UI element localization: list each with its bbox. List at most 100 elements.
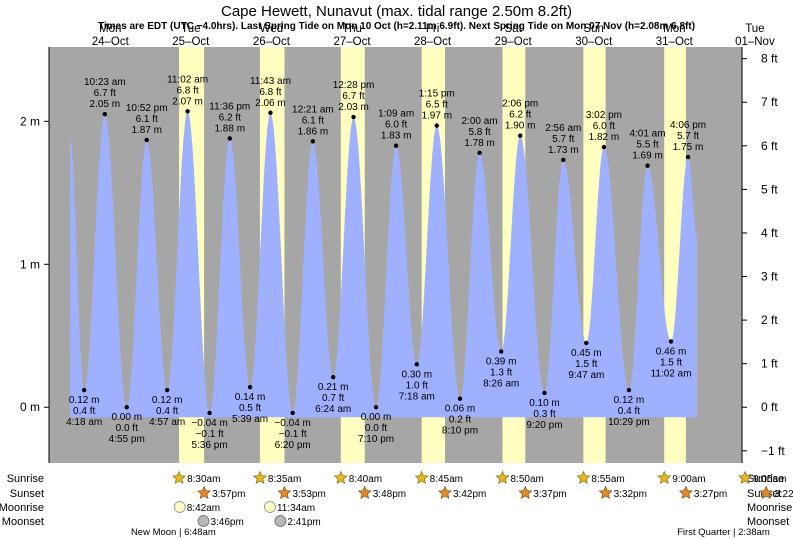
row-label-left: Sunrise	[7, 473, 44, 485]
sunset-time: 3:27pm	[694, 489, 727, 500]
high-tide-meters: 2.03 m	[338, 102, 369, 113]
day-header-dow: Thu	[342, 23, 362, 35]
low-tide-feet: 1.5 ft	[660, 357, 682, 368]
low-tide-feet: 0.2 ft	[449, 415, 471, 426]
high-tide-meters: 1.87 m	[131, 125, 162, 136]
high-tide-time: 11:36 pm	[209, 101, 250, 112]
low-tide-feet: 1.3 ft	[490, 367, 512, 378]
high-tide-feet: 6.5 ft	[426, 100, 448, 111]
high-tide-feet: 5.7 ft	[552, 134, 574, 145]
sun-moon-rows: SunriseSunriseSunsetSunsetMoonriseMoonri…	[0, 470, 793, 538]
high-tide-meters: 1.82 m	[589, 132, 620, 143]
sunrise-icon	[495, 470, 510, 485]
low-tide-point	[124, 405, 129, 410]
sunset-time: 3:57pm	[212, 489, 245, 500]
high-tide-time: 2:06 pm	[502, 99, 538, 110]
high-tide-meters: 1.83 m	[381, 131, 412, 142]
low-tide-time: 7:10 pm	[358, 434, 394, 445]
day-header-dow: Tue	[745, 23, 764, 35]
low-tide-feet: 0.3 ft	[533, 409, 555, 420]
day-header-dow: Tue	[181, 23, 200, 35]
y-tick-label-right: 5 ft	[761, 182, 778, 196]
low-tide-feet: 1.0 ft	[406, 380, 428, 391]
high-tide-point	[601, 144, 607, 150]
row-label-right: Moonset	[747, 516, 789, 528]
moonrise-icon	[173, 501, 186, 513]
high-tide-time: 12:21 am	[292, 104, 334, 115]
high-tide-point	[227, 136, 232, 141]
day-headers: Mon24–OctTue25–OctWed26–OctThu27–OctFri2…	[92, 23, 775, 48]
high-tide-meters: 2.05 m	[90, 99, 121, 110]
y-tick-label-right: 6 ft	[761, 139, 778, 153]
chart-subtitle: Times are EDT (UTC −4.0hrs). Last Spring…	[98, 21, 695, 32]
moon-phase-label: First Quarter | 2:38am	[677, 527, 770, 538]
day-header-dow: Wed	[260, 23, 283, 35]
high-tide-meters: 1.75 m	[673, 142, 704, 153]
row-label-left: Sunset	[10, 488, 44, 500]
low-tide-time: 6:24 am	[315, 404, 351, 415]
day-header-date: 29–Oct	[495, 36, 533, 48]
high-tide-feet: 5.5 ft	[636, 140, 658, 151]
high-tide-feet: 6.0 ft	[385, 120, 407, 131]
day-header-date: 30–Oct	[575, 36, 613, 48]
day-header-date: 25–Oct	[172, 36, 210, 48]
sunrise-time: 8:35am	[268, 474, 301, 485]
y-tick-label-left: 2 m	[20, 114, 40, 128]
low-tide-feet: 0.4 ft	[618, 406, 640, 417]
sunset-time: 3:32pm	[614, 489, 647, 500]
low-tide-meters: 0.45 m	[571, 348, 602, 359]
sunrise-icon	[738, 470, 753, 485]
low-tide-meters: 0.30 m	[402, 369, 433, 380]
high-tide-meters: 1.90 m	[505, 121, 536, 132]
low-tide-meters: 0.12 m	[614, 395, 645, 406]
moonrise-time: 8:42am	[187, 503, 220, 514]
sunset-time: 3:53pm	[292, 489, 325, 500]
high-tide-time: 11:43 am	[250, 76, 291, 87]
low-tide-meters: 0.00 m	[111, 412, 142, 423]
high-tide-time: 1:15 pm	[419, 89, 455, 100]
high-tide-time: 2:56 am	[545, 123, 581, 134]
day-header-date: 01–Nov	[735, 36, 775, 48]
high-tide-feet: 6.8 ft	[259, 87, 281, 98]
plot-area	[49, 47, 742, 463]
low-tide-meters: 0.46 m	[656, 346, 687, 357]
high-tide-meters: 2.07 m	[172, 96, 203, 107]
sunrise-time: 8:30am	[187, 474, 220, 485]
low-tide-feet: 0.0 ft	[365, 423, 387, 434]
low-tide-meters: 0.21 m	[318, 382, 349, 393]
high-tide-time: 1:09 am	[378, 109, 414, 120]
high-tide-meters: 1.69 m	[632, 151, 663, 162]
low-tide-time: 8:10 pm	[442, 426, 478, 437]
high-tide-point	[102, 111, 108, 117]
day-header-dow: Fri	[426, 23, 439, 35]
low-tide-point	[207, 410, 212, 416]
day-header-dow: Mon	[99, 23, 121, 35]
moonset-time: 2:41pm	[287, 517, 320, 528]
high-tide-point	[434, 123, 439, 128]
sunset-icon	[678, 485, 693, 500]
high-tide-meters: 2.06 m	[255, 98, 286, 109]
high-tide-point	[310, 139, 316, 144]
high-tide-feet: 6.7 ft	[342, 91, 364, 102]
high-tide-meters: 1.78 m	[464, 138, 495, 149]
high-tide-time: 11:02 am	[167, 74, 208, 85]
low-tide-feet: 0.4 ft	[156, 406, 178, 417]
high-tide-meters: 1.86 m	[298, 126, 329, 137]
high-tide-time: 10:23 am	[84, 77, 126, 88]
high-tide-point	[185, 109, 190, 114]
day-header-dow: Mon	[663, 23, 685, 35]
high-tide-meters: 1.73 m	[548, 145, 579, 156]
day-header-dow: Sun	[583, 23, 603, 35]
sunset-icon	[437, 485, 453, 500]
chart-title: Cape Hewett, Nunavut (max. tidal range 2…	[221, 3, 572, 20]
y-tick-label-left: 0 m	[20, 400, 40, 414]
sunrise-icon	[657, 470, 672, 485]
low-tide-meters: −0.04 m	[191, 418, 227, 429]
y-tick-label-right: 7 ft	[761, 95, 778, 109]
low-tide-meters: 0.10 m	[529, 398, 560, 409]
low-tide-meters: 0.06 m	[445, 404, 476, 415]
low-tide-point	[626, 387, 632, 393]
low-tide-time: 11:02 am	[651, 368, 692, 379]
high-tide-time: 3:02 pm	[586, 110, 622, 121]
